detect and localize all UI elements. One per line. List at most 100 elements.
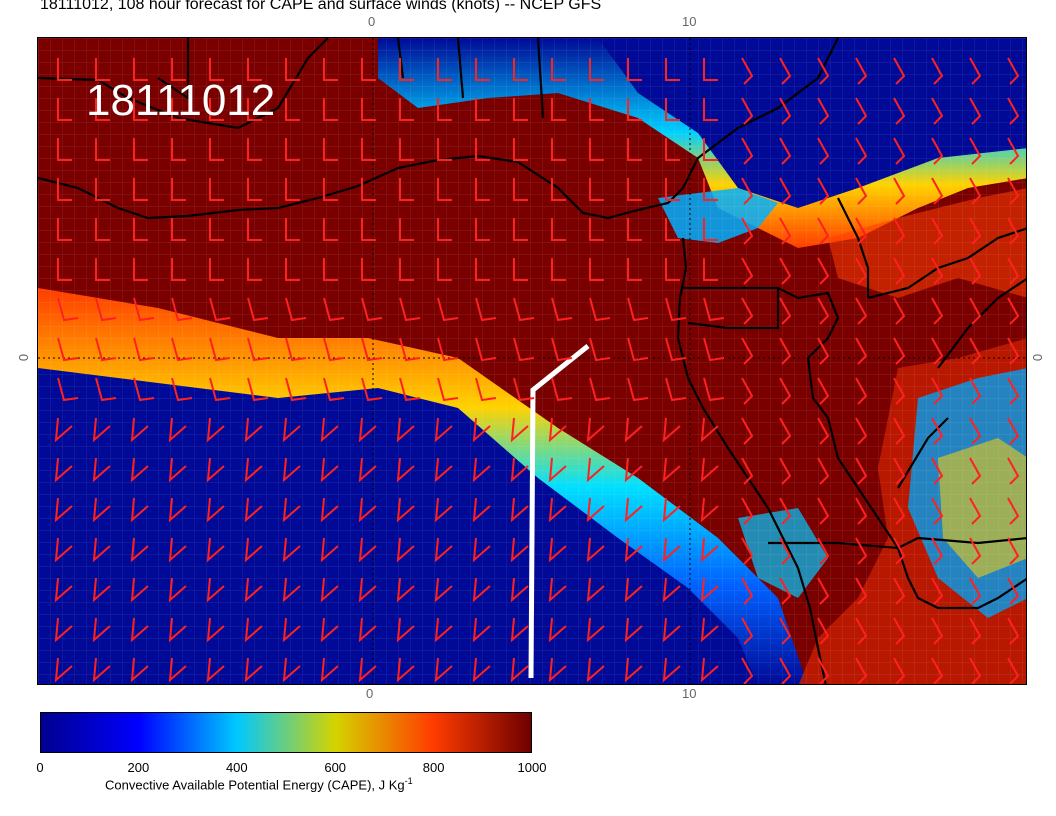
wind-barb <box>133 98 148 121</box>
wind-barb <box>855 177 868 205</box>
wind-barb <box>323 178 338 201</box>
wind-barb <box>855 577 868 605</box>
wind-barb <box>130 577 149 603</box>
wind-barb <box>665 337 687 362</box>
wind-barb <box>285 98 300 121</box>
wind-barb <box>586 457 605 483</box>
wind-barb <box>437 337 459 362</box>
wind-barb <box>969 57 982 85</box>
wind-barb <box>168 537 187 563</box>
wind-barb <box>472 497 491 523</box>
wind-barb <box>434 417 453 443</box>
wind-barb <box>247 98 262 121</box>
wind-barb <box>589 377 611 402</box>
wind-barb <box>1007 297 1020 325</box>
wind-barb <box>855 657 868 684</box>
wind-barb <box>285 178 300 201</box>
wind-barb <box>855 417 868 445</box>
wind-barb <box>703 258 718 281</box>
wind-barb <box>855 97 868 125</box>
wind-barb <box>510 417 529 443</box>
wind-barb <box>209 218 224 241</box>
wind-barb <box>472 457 491 483</box>
wind-barb <box>586 497 605 523</box>
wind-barb <box>133 178 148 201</box>
wind-barb <box>282 657 301 683</box>
wind-barb <box>548 657 567 683</box>
wind-barb <box>95 98 110 121</box>
wind-barb <box>472 417 491 443</box>
wind-barb <box>855 377 868 405</box>
wind-barb <box>741 417 754 445</box>
wind-barb <box>282 537 301 563</box>
wind-barb <box>855 457 868 485</box>
wind-barb <box>513 258 528 281</box>
wind-barb <box>551 258 566 281</box>
wind-barb <box>586 657 605 683</box>
wind-barb <box>931 337 944 365</box>
wind-barb <box>513 377 535 402</box>
wind-barb <box>168 417 187 443</box>
wind-barb <box>57 337 79 362</box>
wind-barb <box>361 138 376 161</box>
wind-barb <box>624 617 643 643</box>
wind-barb <box>817 577 830 605</box>
wind-barb <box>361 178 376 201</box>
wind-barb <box>548 497 567 523</box>
wind-barb <box>206 457 225 483</box>
wind-barb <box>969 297 982 325</box>
wind-barb <box>285 58 300 81</box>
wind-barb <box>171 337 193 362</box>
wind-barb <box>399 178 414 201</box>
wind-barb <box>244 497 263 523</box>
wind-barb <box>437 297 459 322</box>
axis-label-left: 0 <box>16 353 32 362</box>
wind-barb <box>624 417 643 443</box>
wind-barb <box>893 457 906 485</box>
wind-barb <box>703 218 718 241</box>
wind-barb <box>320 497 339 523</box>
wind-barb <box>475 258 490 281</box>
wind-barb <box>361 218 376 241</box>
wind-barb <box>168 577 187 603</box>
wind-barb <box>285 258 300 281</box>
wind-barb <box>95 58 110 81</box>
wind-barb <box>54 417 73 443</box>
wind-barb <box>893 377 906 405</box>
wind-barb <box>624 457 643 483</box>
wind-barb <box>282 457 301 483</box>
wind-barb <box>475 138 490 161</box>
wind-barb <box>209 58 224 81</box>
wind-barb <box>931 297 944 325</box>
wind-barb <box>741 337 754 365</box>
wind-barb <box>1007 657 1020 684</box>
wind-barb <box>662 497 681 523</box>
wind-barb <box>282 497 301 523</box>
wind-barb <box>57 178 72 201</box>
wind-barb <box>627 258 642 281</box>
wind-barb <box>399 297 421 322</box>
wind-barb <box>1007 537 1020 565</box>
wind-barb <box>510 537 529 563</box>
wind-barb <box>247 138 262 161</box>
wind-barb <box>285 297 307 322</box>
wind-barb <box>779 217 792 245</box>
wind-barb <box>358 617 377 643</box>
wind-barb <box>893 57 906 85</box>
wind-barb <box>133 138 148 161</box>
wind-barb <box>969 457 982 485</box>
wind-barb <box>95 138 110 161</box>
wind-barb <box>323 337 345 362</box>
wind-barb <box>703 297 725 322</box>
wind-barb <box>817 617 830 645</box>
wind-barb <box>893 257 906 285</box>
wind-barb <box>817 417 830 445</box>
wind-barb <box>741 457 754 485</box>
wind-barb <box>171 258 186 281</box>
axis-label-bottom-right: 10 <box>682 686 697 701</box>
wind-barb <box>475 178 490 201</box>
wind-barb <box>700 537 719 563</box>
wind-barb <box>1007 337 1020 365</box>
wind-barb <box>779 417 792 445</box>
wind-barb <box>551 377 573 402</box>
